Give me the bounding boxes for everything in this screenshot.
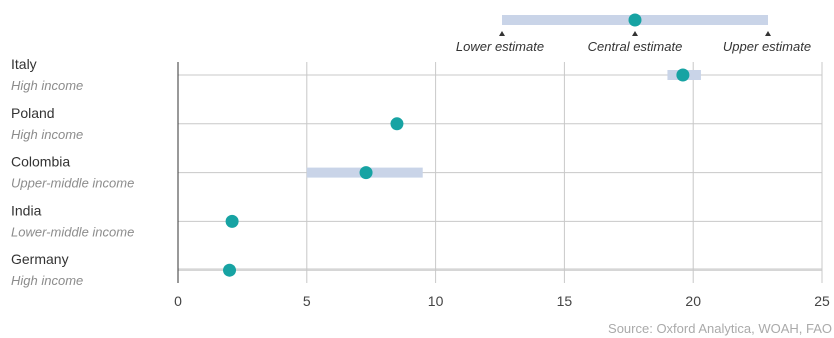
legend-central-dot [628, 13, 642, 27]
legend-central-label: Central estimate [588, 39, 683, 54]
legend-lower-marker [499, 31, 505, 36]
x-tick-label: 15 [557, 293, 573, 309]
country-label: Poland [11, 105, 55, 121]
central-estimate-dot [223, 263, 237, 277]
country-label: India [11, 202, 42, 218]
income-group-label: Upper-middle income [11, 176, 134, 191]
country-label: Germany [11, 251, 69, 267]
income-group-label: Lower-middle income [11, 224, 134, 239]
income-group-label: High income [11, 127, 83, 142]
central-estimate-dot [676, 68, 690, 82]
legend-lower-label: Lower estimate [456, 39, 544, 54]
income-group-label: High income [11, 273, 83, 288]
x-tick-label: 20 [685, 293, 701, 309]
legend-central-marker [632, 31, 638, 36]
x-tick-label: 0 [174, 293, 182, 309]
x-tick-label: 25 [814, 293, 830, 309]
category-labels: Italy High income Poland High income Colombi… [11, 56, 134, 288]
central-estimate-dot [390, 117, 404, 131]
income-group-label: High income [11, 78, 83, 93]
legend: Lower estimate Central estimate Upper es… [456, 13, 811, 54]
central-estimate-dot [225, 214, 239, 228]
x-axis-ticks: 0 5 10 15 20 25 [174, 293, 830, 309]
source-note: Source: Oxford Analytica, WOAH, FAO [608, 321, 832, 336]
x-tick-label: 5 [303, 293, 311, 309]
gridlines [178, 62, 823, 283]
country-label: Colombia [11, 154, 70, 170]
legend-upper-label: Upper estimate [723, 39, 811, 54]
central-estimate-dot [359, 166, 373, 180]
x-tick-label: 10 [428, 293, 444, 309]
country-label: Italy [11, 56, 37, 72]
central-estimate-dots [223, 68, 690, 277]
legend-upper-marker [765, 31, 771, 36]
